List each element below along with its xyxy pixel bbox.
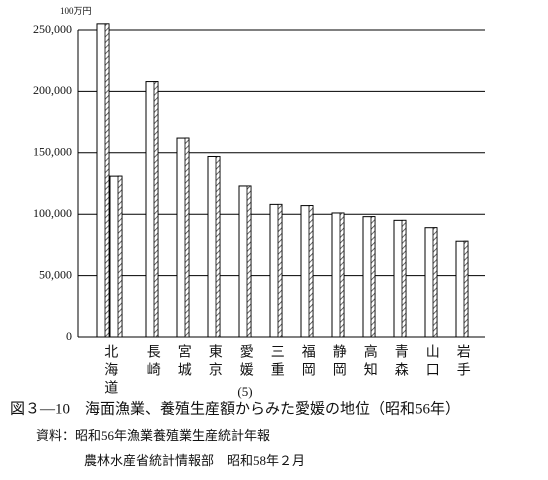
source: 資料：昭和56年漁業養殖業生産統計年報: [36, 428, 270, 443]
unit-label: 100万円: [60, 6, 92, 16]
x-tick-label: 福岡: [300, 344, 316, 380]
x-tick-label: 愛媛: [238, 344, 254, 380]
bar-shade: [104, 23, 110, 338]
bar-shade: [117, 175, 123, 338]
y-tick-label: 150,000: [33, 145, 72, 159]
bar-shade: [153, 81, 159, 338]
y-tick-label: 100,000: [33, 206, 72, 220]
bar-shade: [308, 205, 314, 338]
source-2: 農林水産省統計情報部 昭和58年２月: [84, 453, 305, 468]
x-tick-label: 東京: [207, 344, 223, 380]
bar-shade: [277, 203, 283, 338]
x-tick-label: 山口: [424, 344, 439, 380]
x-tick-label: 静岡: [331, 344, 347, 380]
x-tick-label: 長崎: [145, 344, 161, 380]
bar-shade: [432, 227, 438, 338]
bar-shade: [370, 216, 376, 338]
x-tick-label: 北海道: [102, 344, 118, 398]
y-tick-label: 50,000: [39, 267, 72, 281]
caption: 図３—10 海面漁業、養殖生産額からみた愛媛の地位（昭和56年）: [10, 400, 460, 417]
annotation: (5): [237, 384, 252, 399]
bar-shade: [463, 240, 469, 338]
x-tick-label: 青森: [393, 344, 409, 380]
x-tick-label: 高知: [362, 343, 378, 380]
bar-shade: [184, 137, 190, 338]
bar-shade: [246, 185, 252, 338]
bar-shade: [215, 156, 221, 338]
x-tick-label: 三重: [269, 344, 285, 380]
x-tick-label: 岩手: [455, 344, 471, 380]
y-tick-label: 0: [66, 329, 72, 343]
bar-shade: [339, 212, 345, 338]
bar-shade: [401, 219, 407, 338]
y-tick-label: 200,000: [33, 83, 72, 97]
y-tick-label: 250,000: [33, 22, 72, 36]
x-tick-label: 宮城: [176, 344, 192, 380]
